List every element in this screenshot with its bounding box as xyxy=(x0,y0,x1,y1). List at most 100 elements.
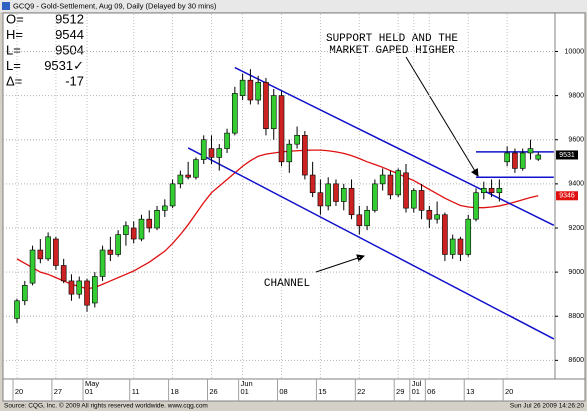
candle-body xyxy=(418,190,425,211)
candle-body xyxy=(434,214,440,220)
candle-body xyxy=(512,152,518,169)
candle-body xyxy=(527,148,534,154)
month-label: Jul xyxy=(412,379,422,388)
candle-body xyxy=(115,234,121,255)
quote-key: L= xyxy=(6,58,21,73)
moving-average xyxy=(16,149,539,290)
x-tick-label: 20 xyxy=(505,387,513,396)
y-tick-label: 8800 xyxy=(568,313,584,320)
x-tick-label: 13 xyxy=(466,387,474,396)
month-label: May xyxy=(85,379,99,388)
x-tick-label: 18 xyxy=(170,387,178,396)
candle-body xyxy=(45,236,51,260)
annotation: SUPPORT HELD AND THE xyxy=(326,33,458,45)
candle-body xyxy=(123,225,129,235)
quote-bg xyxy=(4,14,84,96)
candle-body xyxy=(68,280,75,295)
candle-body xyxy=(154,210,160,229)
x-tick-label: 27 xyxy=(54,387,62,396)
candle-body xyxy=(387,174,394,196)
candle-body xyxy=(92,276,98,304)
candle-body xyxy=(138,218,145,240)
y-tick-label: 10000 xyxy=(565,48,585,55)
candle-body xyxy=(302,135,308,176)
x-tick-label: 11 xyxy=(132,387,140,396)
candle-body xyxy=(169,183,176,207)
candle-body xyxy=(294,135,300,145)
candle-body xyxy=(496,187,503,193)
candle-body xyxy=(325,183,332,207)
candle-body xyxy=(309,174,316,193)
candle-body xyxy=(232,93,238,134)
window-title: GCQ9 - Gold-Settlement, Aug 09, Daily (D… xyxy=(13,1,217,10)
price-tag xyxy=(556,191,578,201)
quote-value: 9512 xyxy=(55,11,84,26)
price-tag-label: 9531 xyxy=(559,152,575,159)
candle-body xyxy=(177,174,184,185)
x-tick-label: 26 xyxy=(209,387,217,396)
candle-body xyxy=(465,218,472,255)
annotation: CHANNEL xyxy=(264,278,310,290)
candle-body xyxy=(21,285,28,302)
candle-body xyxy=(216,148,223,158)
candle-body xyxy=(473,192,479,220)
quote-value: 9544 xyxy=(55,27,84,42)
quote-key: L= xyxy=(6,42,21,57)
y-tick-label: 9600 xyxy=(568,137,584,144)
plot xyxy=(3,14,555,378)
trendline xyxy=(234,66,555,227)
candle-body xyxy=(457,238,464,255)
candle-body xyxy=(99,249,106,277)
footer-source: Source: CQG, Inc. © 2009 All rights rese… xyxy=(4,402,208,410)
candle-body xyxy=(403,172,409,209)
y-tick-label: 9400 xyxy=(568,181,584,188)
price-tag-label: 9346 xyxy=(559,193,575,200)
window-icon xyxy=(2,2,10,10)
candle-body xyxy=(208,148,215,158)
candle-body xyxy=(278,95,285,163)
candle-body xyxy=(247,79,254,101)
candle-body xyxy=(185,174,191,178)
candle-body xyxy=(60,265,67,282)
quote-key: Δ= xyxy=(6,73,22,88)
quote-key: H= xyxy=(6,27,23,42)
quote-key: O= xyxy=(6,11,24,26)
candle-body xyxy=(410,190,417,209)
candle-body xyxy=(107,249,114,255)
x-tick-label: 29 xyxy=(396,387,404,396)
quote-value: 9531✓ xyxy=(44,58,84,73)
candle-body xyxy=(239,79,246,96)
candle-body xyxy=(263,82,269,130)
candle-body xyxy=(37,249,44,260)
candle-body xyxy=(379,174,386,185)
candle-body xyxy=(372,183,378,211)
candle-body xyxy=(76,280,83,295)
quote-value: -17 xyxy=(65,73,84,88)
x-tick-label: 06 xyxy=(427,387,435,396)
candle-body xyxy=(340,187,347,202)
candle-body xyxy=(488,187,495,193)
candle-body xyxy=(84,280,90,306)
x-tick-label: 15 xyxy=(318,387,326,396)
candle-body xyxy=(224,132,230,149)
candle-body xyxy=(14,300,20,319)
quote-box: O= 9512 H= 9544 L= 9504 L= 9531✓ Δ= -17 xyxy=(4,11,84,96)
trendline xyxy=(187,147,555,340)
candle-body xyxy=(146,218,153,229)
candle-body xyxy=(504,152,510,163)
x-tick-label: 22 xyxy=(357,387,365,396)
annotation: MARKET GAPED HIGHER xyxy=(329,45,455,57)
candle-body xyxy=(286,143,293,163)
candle-body xyxy=(317,192,324,207)
x-tick-label: 01 xyxy=(412,387,420,396)
candle-body xyxy=(480,187,487,193)
candle-body xyxy=(53,238,59,266)
title-bar xyxy=(0,0,587,12)
date-axis xyxy=(2,378,586,402)
x-tick-label: 01 xyxy=(85,387,93,396)
candle-body xyxy=(130,227,137,240)
y-tick-label: 9200 xyxy=(568,225,584,232)
candle-body xyxy=(442,214,448,255)
arrow xyxy=(405,56,479,177)
